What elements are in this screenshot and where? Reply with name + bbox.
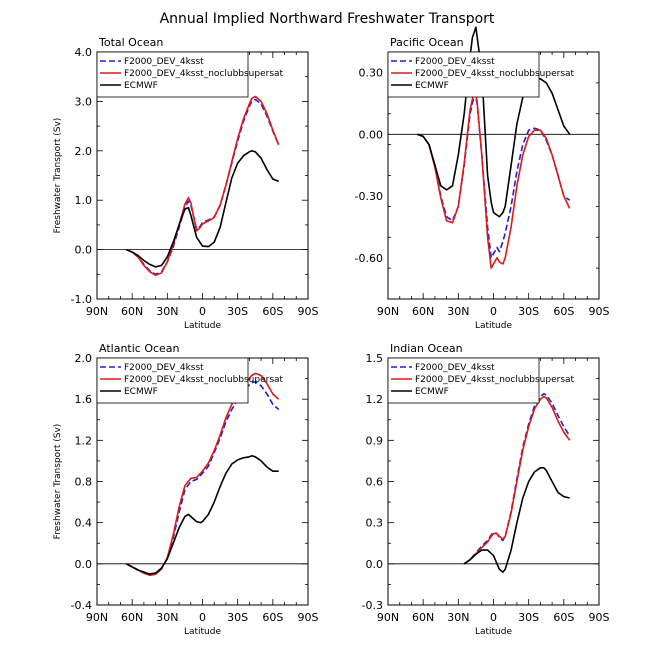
x-axis-label: Latitude: [475, 321, 513, 331]
legend-label: F2000_DEV_4ksst: [124, 363, 204, 373]
y-tick-label: 0.0: [75, 558, 93, 571]
x-tick-label: 60N: [121, 611, 143, 624]
y-axis-label: Freshwater Transport (Sv): [53, 118, 63, 234]
legend-label: ECMWF: [124, 387, 158, 397]
legend-label: F2000_DEV_4ksst_noclubbsupersat: [415, 69, 575, 79]
y-tick-label: 0.6: [366, 476, 384, 489]
x-tick-label: 30S: [518, 611, 539, 624]
panel-title: Atlantic Ocean: [99, 342, 180, 355]
legend-box: [96, 51, 249, 98]
x-tick-label: 30S: [227, 611, 248, 624]
x-tick-label: 0: [490, 305, 497, 318]
y-axis-label: Freshwater Transport (Sv): [53, 424, 63, 540]
x-tick-label: 90S: [589, 611, 610, 624]
series-line-ecmwf: [125, 150, 280, 268]
x-tick-label: 90S: [589, 305, 610, 318]
legend-label: F2000_DEV_4ksst_noclubbsupersat: [415, 375, 575, 385]
x-tick-label: 60N: [412, 611, 434, 624]
legend-label: ECMWF: [124, 81, 158, 91]
y-tick-label: -0.60: [355, 252, 383, 265]
legend-box: [387, 357, 540, 404]
legend-label: F2000_DEV_4ksst_noclubbsupersat: [124, 69, 284, 79]
panel-atlantic-ocean: Atlantic Ocean 90N 60N 30N 0 30S 60S 90S -0.4 0.0…: [53, 342, 319, 637]
legend-label: F2000_DEV_4ksst_noclubbsupersat: [124, 375, 284, 385]
x-tick-label: 90N: [86, 611, 108, 624]
x-tick-label: 0: [199, 305, 206, 318]
legend-label: F2000_DEV_4ksst: [415, 363, 495, 373]
y-tick-label: 0.30: [359, 67, 384, 80]
y-tick-label: 0.4: [75, 517, 93, 530]
x-tick-label: 90N: [377, 611, 399, 624]
x-axis-label: Latitude: [184, 627, 222, 637]
x-tick-label: 30S: [518, 305, 539, 318]
x-tick-label: 0: [199, 611, 206, 624]
panel-pacific-ocean: Pacific Ocean 90N 60N 30N 0 30S 60S 90S -0.60 -0.…: [355, 26, 610, 331]
x-tick-label: 90S: [298, 305, 319, 318]
y-tick-label: 0.0: [366, 558, 384, 571]
legend-label: ECMWF: [415, 81, 449, 91]
panel-indian-ocean: Indian Ocean 90N 60N 30N 0 30S 60S 90S -0.3 0.0 0.…: [362, 342, 610, 637]
panel-title: Pacific Ocean: [390, 36, 464, 49]
x-tick-label: 90N: [377, 305, 399, 318]
figure-title: Annual Implied Northward Freshwater Tran…: [160, 11, 495, 27]
series-line-f2000-dev-4ksst-noclubbsupersat: [417, 88, 571, 269]
legend: F2000_DEV_4ksst F2000_DEV_4ksst_noclubbsu…: [387, 357, 575, 404]
x-tick-label: 30N: [156, 611, 178, 624]
legend-label: ECMWF: [415, 387, 449, 397]
legend: F2000_DEV_4ksst F2000_DEV_4ksst_noclubbsu…: [387, 51, 575, 98]
series-line-ecmwf: [125, 454, 279, 575]
x-tick-label: 90S: [298, 611, 319, 624]
series-line-ecmwf: [463, 466, 570, 573]
x-axis-label: Latitude: [184, 321, 222, 331]
series-line-f2000-dev-4ksst: [417, 92, 571, 259]
x-tick-label: 60S: [553, 611, 574, 624]
y-tick-label: -0.3: [362, 599, 383, 612]
y-tick-label: 1.5: [366, 352, 384, 365]
y-tick-label: -1.0: [71, 293, 92, 306]
series-line-f2000-dev-4ksst-noclubbsupersat: [125, 372, 280, 577]
x-tick-label: 60S: [262, 305, 283, 318]
legend: F2000_DEV_4ksst F2000_DEV_4ksst_noclubbsu…: [96, 357, 284, 404]
y-tick-label: 0.8: [75, 476, 93, 489]
y-tick-label: 3.0: [75, 95, 93, 108]
y-tick-label: 2.0: [75, 352, 93, 365]
series-line-ecmwf: [417, 26, 571, 218]
y-tick-label: 1.2: [75, 434, 93, 447]
legend-label: F2000_DEV_4ksst: [415, 57, 495, 67]
x-tick-label: 90N: [86, 305, 108, 318]
x-tick-label: 30S: [227, 305, 248, 318]
legend-box: [96, 357, 249, 404]
panel-title: Indian Ocean: [390, 342, 463, 355]
x-tick-label: 30N: [447, 305, 469, 318]
x-tick-label: 60N: [412, 305, 434, 318]
y-tick-label: 0.0: [75, 244, 93, 257]
series-line-f2000-dev-4ksst-noclubbsupersat: [463, 395, 571, 565]
panel-total-ocean: Total Ocean 90N 60N 30N 0 30S 60S 90S -1.0 0.0 1.0…: [53, 36, 319, 331]
x-tick-label: 60N: [121, 305, 143, 318]
series-line-f2000-dev-4ksst-noclubbsupersat: [125, 95, 280, 277]
y-tick-label: 1.6: [75, 393, 93, 406]
y-tick-label: -0.30: [355, 190, 383, 203]
x-axis-label: Latitude: [475, 627, 513, 637]
y-tick-label: 4.0: [75, 46, 93, 59]
legend: F2000_DEV_4ksst F2000_DEV_4ksst_noclubbsu…: [96, 51, 284, 98]
y-tick-label: 2.0: [75, 145, 93, 158]
x-tick-label: 60S: [262, 611, 283, 624]
y-tick-label: 1.2: [366, 393, 384, 406]
x-tick-label: 30N: [447, 611, 469, 624]
panel-title: Total Ocean: [98, 36, 163, 49]
legend-label: F2000_DEV_4ksst: [124, 57, 204, 67]
x-tick-label: 30N: [156, 305, 178, 318]
y-tick-label: 0.9: [366, 434, 384, 447]
y-tick-label: -0.4: [71, 599, 92, 612]
x-tick-label: 60S: [553, 305, 574, 318]
x-tick-label: 0: [490, 611, 497, 624]
y-tick-label: 0.3: [366, 517, 384, 530]
legend-box: [387, 51, 540, 98]
y-tick-label: 1.0: [75, 194, 93, 207]
y-tick-label: 0.00: [359, 128, 384, 141]
